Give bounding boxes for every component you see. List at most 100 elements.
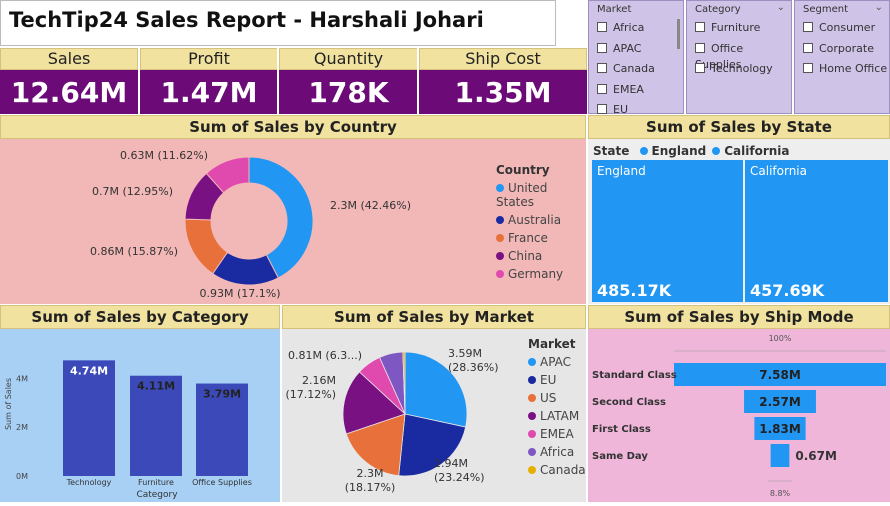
country-data-label: 2.3M (42.46%): [330, 199, 411, 212]
checkbox[interactable]: [803, 42, 813, 53]
country-donut-chart[interactable]: 2.3M (42.46%) 0.93M (17.1%) 0.86M (15.87%)…: [0, 139, 586, 304]
country-data-label: 0.93M (17.1%): [199, 287, 280, 300]
checkbox[interactable]: [597, 104, 607, 114]
market-legend-item[interactable]: Africa: [528, 445, 586, 459]
legend-dot-icon: [496, 252, 504, 260]
x-axis-label: Category: [136, 490, 178, 500]
category-slicer-item[interactable]: Furniture: [695, 20, 760, 36]
segment-slicer-item[interactable]: Corporate: [803, 41, 874, 57]
report-title: TechTip24 Sales Report - Harshali Johari: [9, 8, 484, 32]
segment-slicer[interactable]: Segment ⌄ Consumer Corporate Home Office: [794, 0, 890, 114]
category-slicer-item-label: Office Supplies: [695, 41, 744, 71]
category-data-label: 3.79M: [203, 388, 241, 401]
legend-dot-icon: [639, 147, 648, 155]
market-legend-item[interactable]: APAC: [528, 355, 586, 369]
funnel-bar[interactable]: [674, 363, 886, 386]
state-tile[interactable]: California 457.69K: [745, 160, 888, 302]
checkbox[interactable]: [597, 83, 607, 94]
country-slice[interactable]: [205, 156, 250, 194]
country-legend-item[interactable]: France: [496, 231, 586, 245]
market-legend-item[interactable]: LATAM: [528, 409, 586, 423]
category-slicer-item[interactable]: Office Supplies: [695, 41, 791, 71]
country-legend-label: France: [508, 231, 548, 245]
category-bar[interactable]: [63, 360, 115, 476]
segment-slicer-item-label: Corporate: [819, 41, 874, 55]
market-slicer-item[interactable]: Canada: [597, 61, 655, 77]
funnel-category-label: First Class: [592, 424, 651, 435]
kpi-label: Profit: [140, 48, 278, 70]
chevron-down-icon[interactable]: ⌄: [776, 2, 785, 13]
state-legend-item[interactable]: England: [639, 144, 706, 158]
checkbox[interactable]: [597, 42, 607, 53]
market-legend-item[interactable]: Canada: [528, 463, 586, 477]
market-legend: Market APAC EU US LATAM EMEA Africa Canada: [528, 337, 586, 477]
chevron-down-icon[interactable]: ⌄: [874, 2, 883, 13]
market-legend-item[interactable]: EMEA: [528, 427, 586, 441]
category-bar[interactable]: [130, 375, 182, 476]
legend-dot-icon: [496, 184, 504, 192]
funnel-value-label: 1.83M: [759, 422, 801, 436]
funnel-bar[interactable]: [744, 390, 816, 413]
country-legend-label: Germany: [508, 267, 564, 281]
checkbox[interactable]: [695, 22, 705, 32]
funnel-category-label: Same Day: [592, 451, 648, 462]
category-slicer-item-label: Furniture: [711, 21, 761, 34]
market-legend-label: US: [540, 391, 557, 405]
country-slice[interactable]: [248, 156, 314, 279]
market-slicer-item-label: Africa: [613, 21, 645, 34]
market-slice[interactable]: [342, 371, 406, 435]
shipmode-funnel-chart[interactable]: 100% Standard Class 7.58M Second Class 2.57M…: [588, 329, 890, 502]
checkbox[interactable]: [803, 63, 813, 73]
legend-dot-icon: [528, 466, 536, 474]
checkbox[interactable]: [695, 63, 705, 73]
funnel-value-label: 2.57M: [759, 395, 801, 409]
kpi-value: 12.64M: [0, 70, 138, 114]
checkbox[interactable]: [803, 22, 813, 32]
state-legend-item[interactable]: California: [712, 144, 790, 158]
market-slicer-item-label: Canada: [613, 62, 655, 75]
market-chart-title: Sum of Sales by Market: [282, 305, 586, 329]
category-slicer-item[interactable]: Technology: [695, 61, 773, 77]
legend-dot-icon: [528, 412, 536, 420]
checkbox[interactable]: [597, 63, 607, 73]
funnel-bar[interactable]: [754, 417, 806, 440]
country-legend-item[interactable]: Germany: [496, 267, 586, 281]
market-slicer-item[interactable]: EMEA: [597, 82, 644, 98]
country-legend-item[interactable]: China: [496, 249, 586, 263]
market-slicer-item[interactable]: APAC: [597, 41, 641, 57]
market-slice[interactable]: [402, 351, 406, 415]
segment-slicer-item[interactable]: Consumer: [803, 20, 875, 36]
kpi-label: Sales: [0, 48, 138, 70]
x-tick-label: Technology: [66, 478, 112, 487]
state-tile[interactable]: England 485.17K: [592, 160, 743, 302]
segment-slicer-item[interactable]: Home Office: [803, 61, 887, 77]
market-legend-item[interactable]: US: [528, 391, 586, 405]
market-slice[interactable]: [398, 413, 467, 477]
market-slicer[interactable]: Market Africa APAC Canada EMEA EU: [588, 0, 684, 116]
category-chart-title: Sum of Sales by Category: [0, 305, 280, 329]
market-slice[interactable]: [404, 351, 468, 428]
report-title-box: TechTip24 Sales Report - Harshali Johari: [0, 0, 556, 46]
market-legend-item[interactable]: EU: [528, 373, 586, 387]
funnel-bar[interactable]: [770, 444, 790, 467]
market-data-label: 3.59M: [448, 347, 482, 360]
category-bar[interactable]: [196, 383, 248, 476]
funnel-category-label: Standard Class: [592, 370, 677, 381]
checkbox[interactable]: [597, 22, 607, 32]
market-legend-label: Canada: [540, 463, 586, 477]
market-slicer-item[interactable]: EU: [597, 102, 628, 118]
segment-slicer-item-label: Consumer: [819, 21, 876, 34]
market-slicer-item[interactable]: Africa: [597, 20, 644, 36]
checkbox[interactable]: [695, 42, 705, 53]
market-slicer-scrollbar[interactable]: [677, 19, 680, 49]
market-slice[interactable]: [345, 413, 406, 477]
market-pie-chart[interactable]: 3.59M(28.36%) 2.94M(23.24%) 2.3M(18.17%) 2.…: [282, 329, 586, 502]
state-tile-value: 457.69K: [750, 281, 825, 300]
market-data-label: 2.3M: [357, 467, 384, 480]
country-legend-item[interactable]: Australia: [496, 213, 586, 227]
category-slicer[interactable]: Category ⌄ Furniture Office Supplies Techn…: [686, 0, 792, 114]
market-data-label: (17.12%): [285, 388, 336, 401]
state-tile-label: California: [750, 164, 807, 178]
country-legend-item[interactable]: United States: [496, 181, 586, 209]
